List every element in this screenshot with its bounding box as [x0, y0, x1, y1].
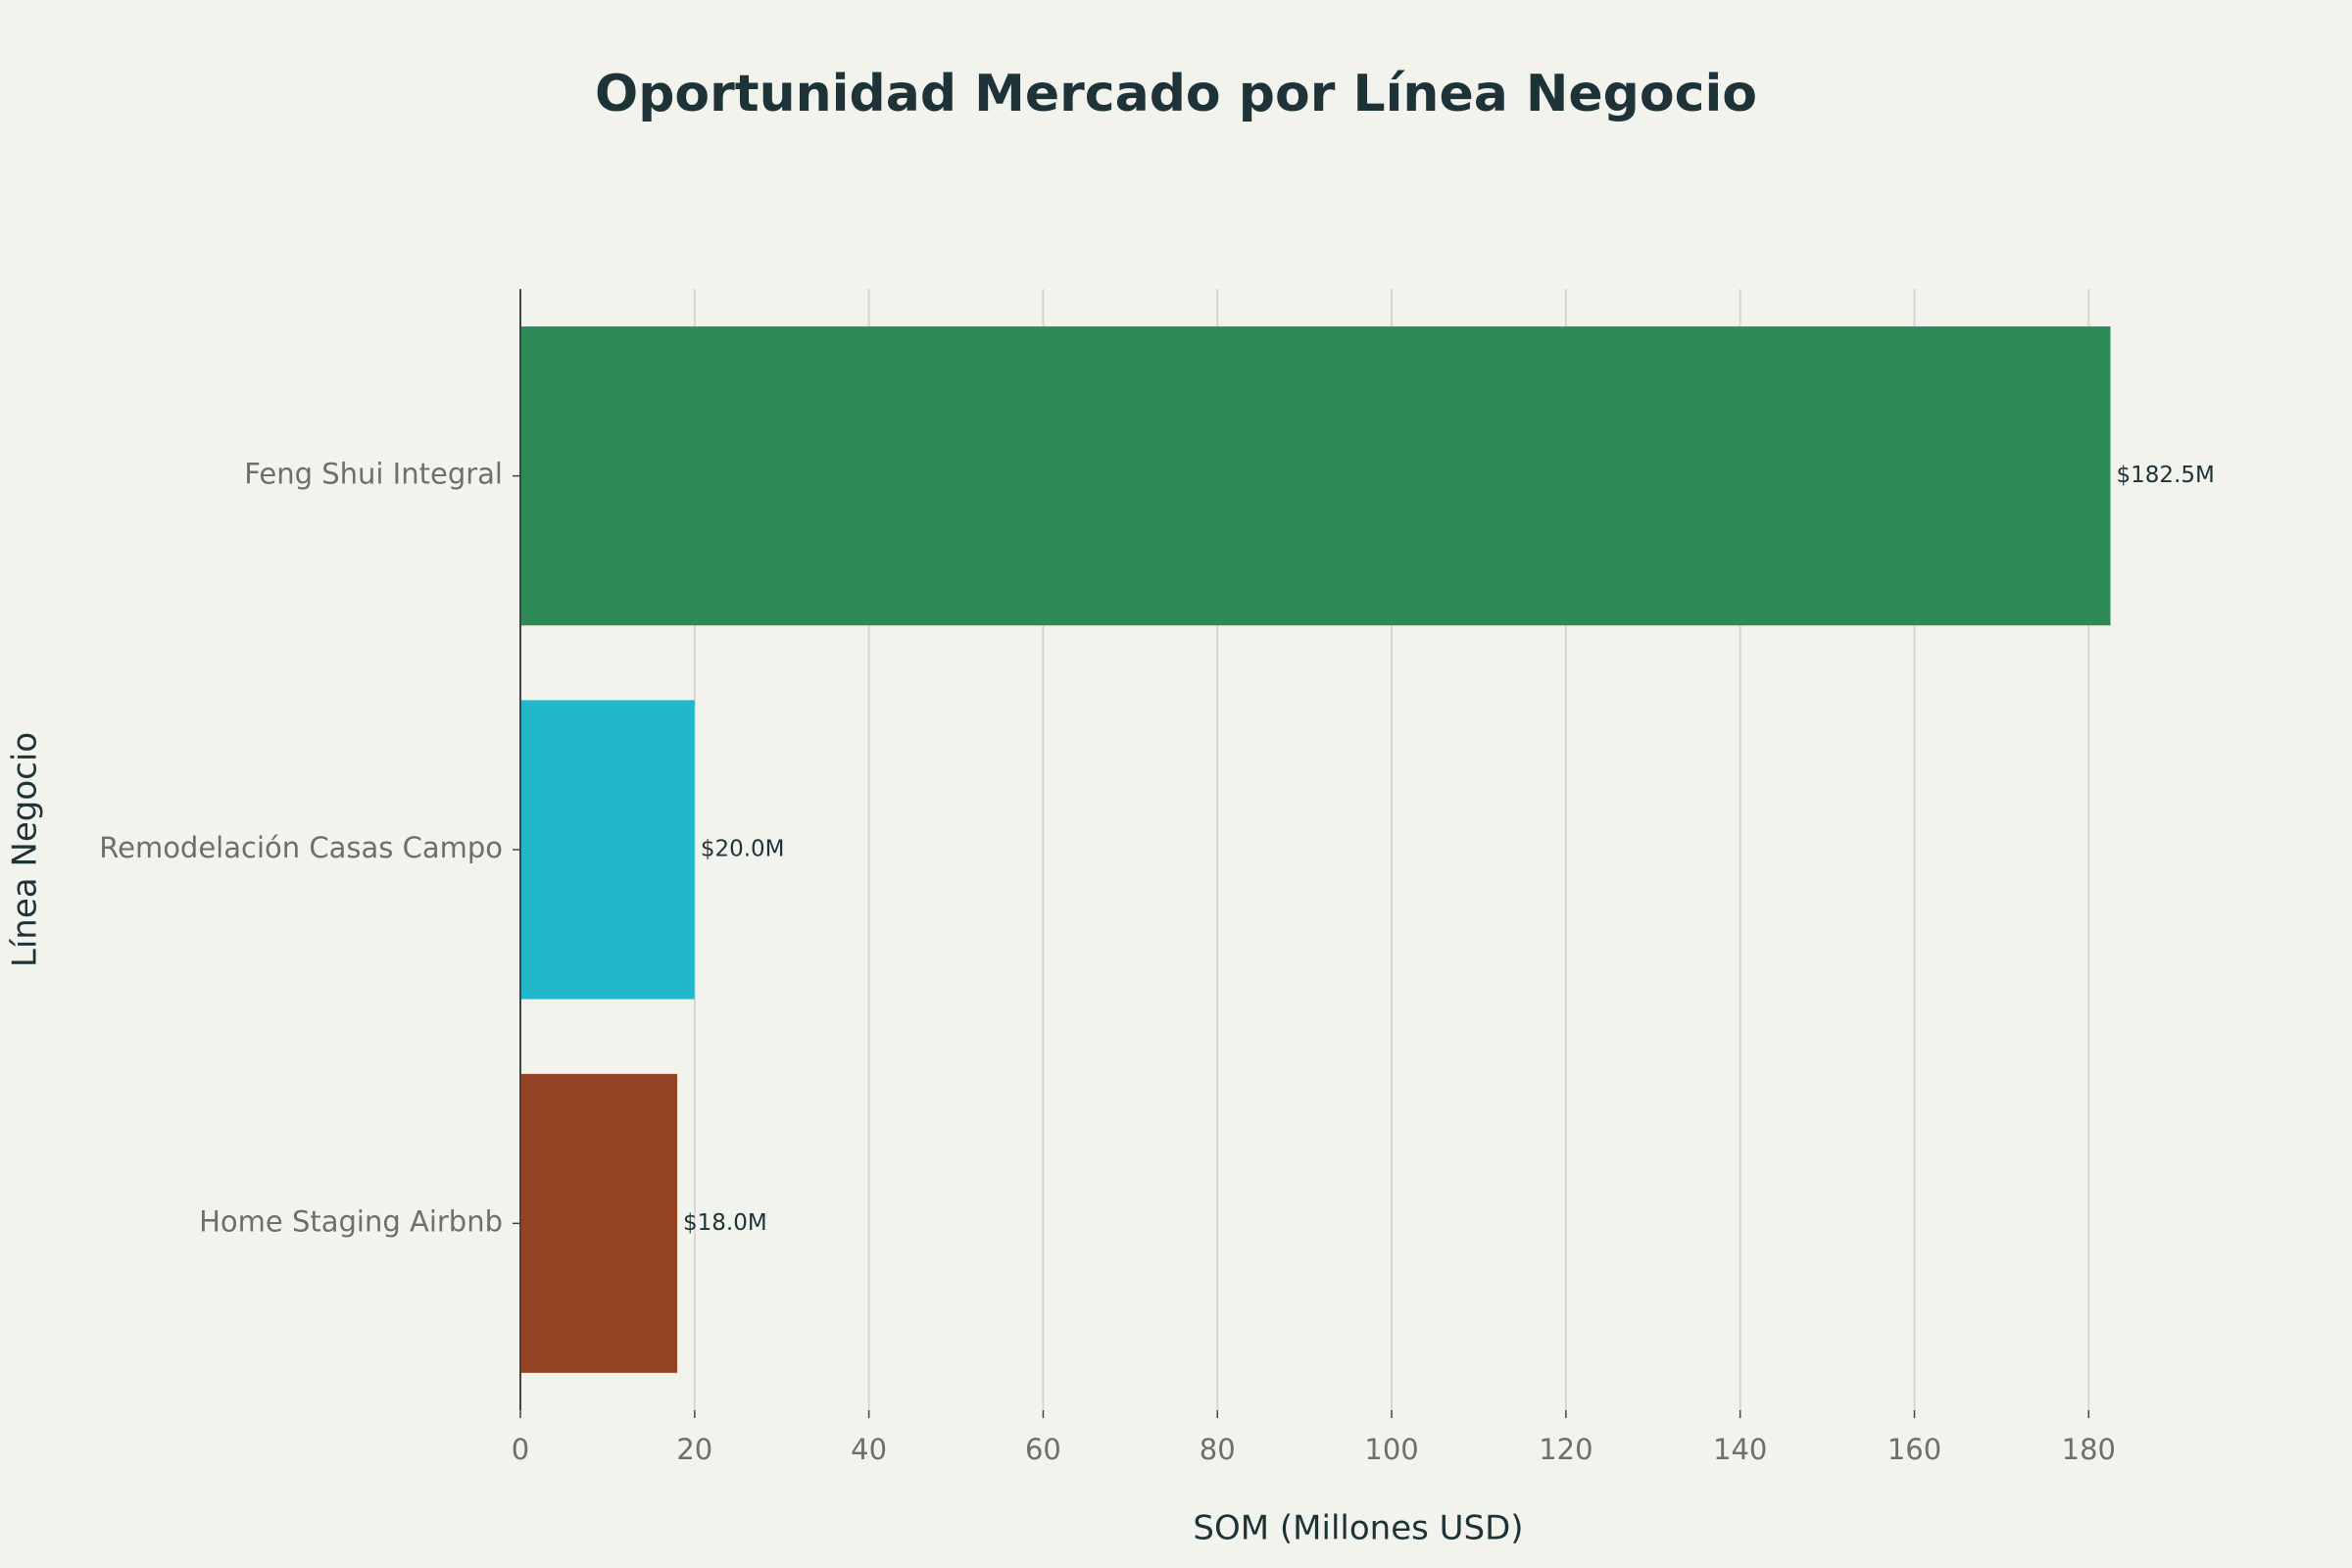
x-tick-label: 0 — [512, 1433, 529, 1466]
x-tick-label: 140 — [1713, 1433, 1767, 1466]
x-tick-label: 120 — [1539, 1433, 1592, 1466]
y-tick-label: Feng Shui Integral — [244, 458, 503, 491]
value-label: $182.5M — [2117, 463, 2215, 488]
bar — [520, 700, 695, 1000]
x-axis-title: SOM (Millones USD) — [1193, 1509, 1523, 1548]
bar — [520, 1073, 678, 1373]
x-tick-label: 20 — [676, 1433, 712, 1466]
value-label: $20.0M — [701, 837, 785, 862]
y-tick-label: Home Staging Airbnb — [199, 1204, 503, 1238]
x-tick-label: 60 — [1025, 1433, 1061, 1466]
value-label: $18.0M — [683, 1210, 767, 1236]
chart-title: Oportunidad Mercado por Línea Negocio — [595, 65, 1757, 123]
bar — [520, 326, 2111, 626]
x-tick-label: 100 — [1364, 1433, 1418, 1466]
x-tick-label: 40 — [851, 1433, 887, 1466]
x-tick-label: 160 — [1887, 1433, 1941, 1466]
y-axis-title: Línea Negocio — [6, 732, 45, 967]
x-tick-label: 180 — [2062, 1433, 2116, 1466]
y-tick-label: Remodelación Casas Campo — [99, 831, 503, 864]
x-tick-label: 80 — [1200, 1433, 1236, 1466]
